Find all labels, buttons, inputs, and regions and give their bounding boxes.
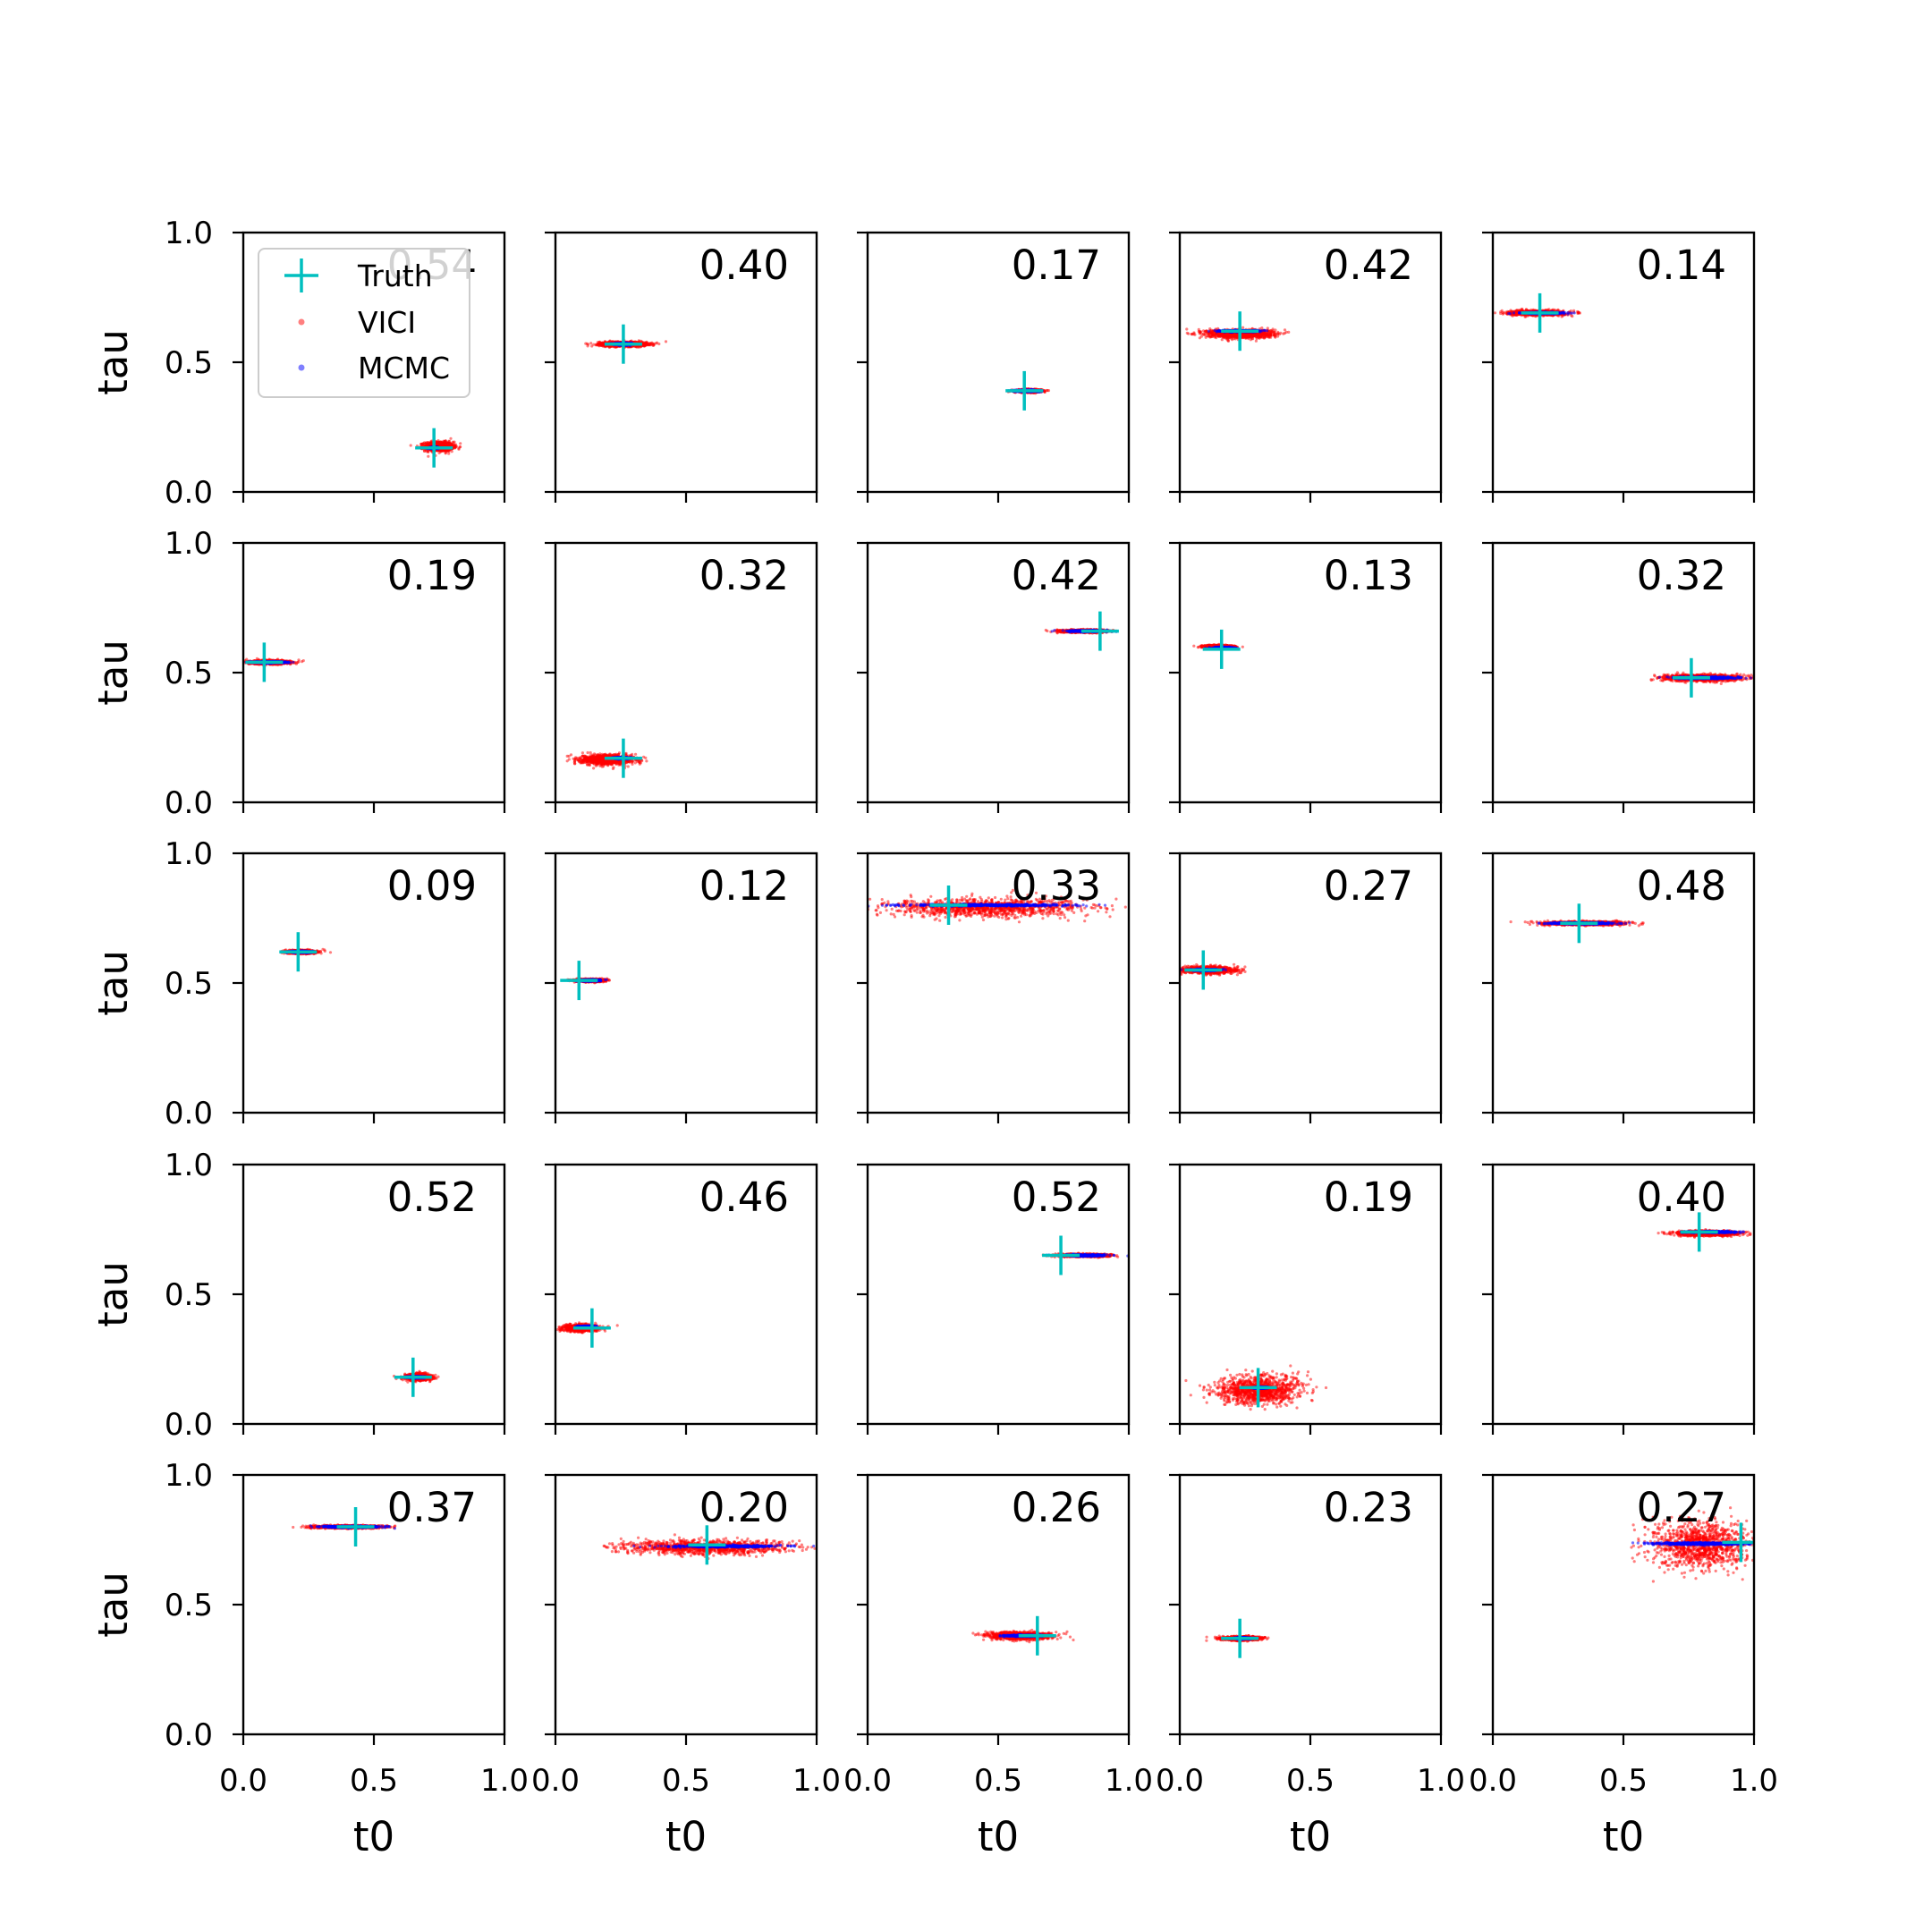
vici-point xyxy=(597,340,601,343)
vici-point xyxy=(420,442,424,445)
legend-label: Truth xyxy=(357,258,433,293)
vici-point xyxy=(453,445,457,449)
vici-point xyxy=(1271,327,1275,331)
truth-marker xyxy=(415,428,453,468)
subplot: 0.42 xyxy=(1169,231,1443,503)
vici-point xyxy=(1185,327,1189,331)
vici-point xyxy=(590,344,594,348)
vici-point xyxy=(457,447,461,451)
truth-marker xyxy=(1005,370,1044,411)
vici-point xyxy=(450,450,453,453)
panel-score: 0.40 xyxy=(699,242,789,289)
vici-point xyxy=(657,342,661,346)
vici-point xyxy=(646,343,650,346)
vici-point xyxy=(427,443,430,446)
plot-area xyxy=(584,324,668,364)
vici-point xyxy=(427,454,430,458)
truth-marker xyxy=(604,324,642,364)
legend-mcmc-icon xyxy=(298,364,305,371)
vici-point xyxy=(597,343,601,346)
legend: Truth VICI MCMC xyxy=(258,248,470,398)
vici-point xyxy=(438,442,442,445)
vici-point xyxy=(459,442,462,445)
y-tick-label: 0.5 xyxy=(165,345,213,381)
y-tick-label: 1.0 xyxy=(165,216,213,251)
vici-point xyxy=(1185,331,1189,335)
vici-point xyxy=(449,436,453,440)
vici-point xyxy=(589,342,593,345)
plot-area xyxy=(1185,311,1291,352)
vici-point xyxy=(1198,336,1201,340)
vici-point xyxy=(651,343,655,347)
vici-point xyxy=(664,340,668,343)
vici-point xyxy=(601,341,605,344)
vici-point xyxy=(599,343,603,347)
legend-frame xyxy=(258,248,470,398)
vici-point xyxy=(586,344,589,348)
panel-score: 0.17 xyxy=(1012,242,1101,289)
plot-area xyxy=(1005,370,1051,411)
subplot: 0.40 xyxy=(545,231,818,503)
vici-point xyxy=(423,442,427,445)
vici-point xyxy=(446,444,450,447)
vici-point xyxy=(592,343,596,346)
vici-point xyxy=(654,342,658,345)
y-tick-label: 0.0 xyxy=(165,475,213,511)
vici-point xyxy=(1260,326,1264,330)
y-axis-label: tau xyxy=(89,329,137,395)
vici-point xyxy=(409,444,412,447)
plot-area xyxy=(409,428,462,468)
vici-point xyxy=(444,451,447,454)
vici-point xyxy=(429,441,433,445)
vici-point xyxy=(585,342,589,345)
vici-point xyxy=(1046,389,1051,393)
subplot: 0.17 xyxy=(857,231,1131,503)
legend-vici-icon xyxy=(298,318,305,326)
legend-label: VICI xyxy=(358,305,416,340)
legend-label: MCMC xyxy=(358,351,450,386)
vici-point xyxy=(458,445,462,449)
subplot-grid: 0.540.00.51.0tauTruthVICIMCMC0.400.170.4… xyxy=(89,216,1778,1860)
vici-point xyxy=(447,452,451,455)
